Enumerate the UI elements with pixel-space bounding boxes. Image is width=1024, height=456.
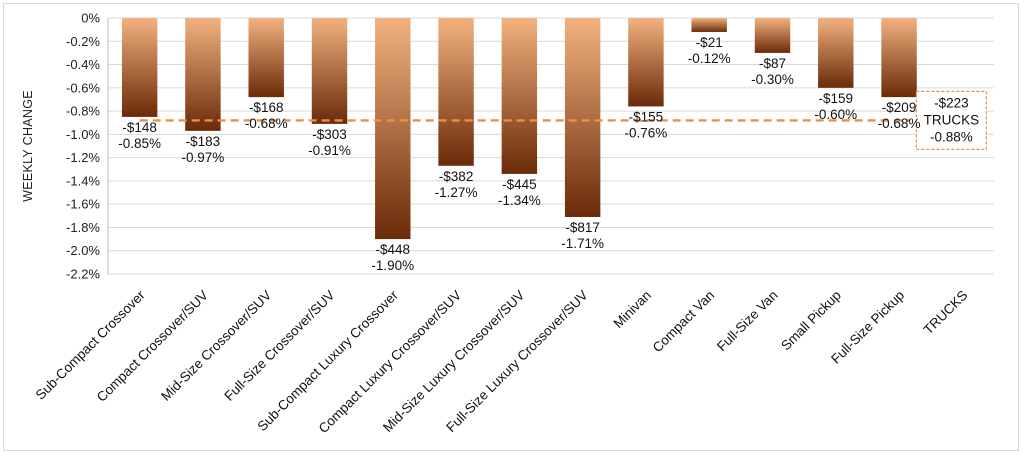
y-tick-label: -1.0% — [66, 127, 100, 142]
y-axis-ticks: 0% -0.2% -0.4% -0.6% -0.8% -1.0% -1.2% -1.4% -1.… — [66, 11, 100, 282]
bars — [121, 18, 917, 240]
data-label-dollar: -$148 — [122, 120, 157, 135]
data-label-dollar: -$87 — [759, 56, 786, 71]
data-label-percent: -1.34% — [498, 193, 541, 208]
data-label-percent: -0.12% — [688, 51, 731, 66]
y-tick-label: -2.2% — [66, 267, 100, 282]
reference-name-label: TRUCKS — [924, 112, 980, 127]
x-category-label: Minivan — [611, 288, 655, 332]
data-label-dollar: -$159 — [819, 91, 854, 106]
bar — [818, 18, 854, 88]
data-label-dollar: -$448 — [376, 242, 411, 257]
reference-dollar-label: -$223 — [934, 95, 969, 110]
y-tick-label: 0% — [81, 11, 100, 26]
y-tick-label: -0.4% — [66, 57, 100, 72]
y-tick-label: -2.0% — [66, 243, 100, 258]
y-tick-label: -1.6% — [66, 197, 100, 212]
data-label-percent: -1.90% — [371, 258, 414, 273]
y-tick-label: -0.6% — [66, 80, 100, 95]
x-category-label: Compact Van — [650, 288, 718, 356]
y-tick-label: -0.8% — [66, 104, 100, 119]
x-category-label: Full-Size Luxury Crossover/SUV — [443, 288, 590, 435]
bar — [881, 18, 917, 98]
x-category-label: Sub-Compact Crossover — [33, 287, 148, 402]
data-label-percent: -0.68% — [878, 116, 921, 131]
y-tick-label: -1.8% — [66, 220, 100, 235]
x-category-label: Full-Size Crossover/SUV — [221, 288, 337, 404]
data-label-percent: -0.68% — [245, 116, 288, 131]
data-label-percent: -0.91% — [308, 143, 351, 158]
data-label-percent: -1.71% — [561, 236, 604, 251]
bar — [248, 18, 284, 98]
bar — [375, 18, 411, 240]
data-label-dollar: -$183 — [186, 134, 221, 149]
data-label-percent: -0.30% — [751, 72, 794, 87]
data-label-dollar: -$209 — [882, 100, 917, 115]
data-label-percent: -0.97% — [182, 150, 225, 165]
bar — [754, 18, 791, 53]
y-tick-label: -1.4% — [66, 173, 100, 188]
data-label-percent: -0.76% — [625, 125, 668, 140]
bar — [438, 18, 474, 166]
bar — [564, 18, 601, 217]
bar — [311, 18, 348, 124]
x-category-label: TRUCKS — [921, 288, 971, 338]
x-category-label: Small Pickup — [778, 288, 844, 354]
bar — [691, 18, 727, 32]
reference-line-group: -$223 TRUCKS -0.88% — [139, 90, 987, 151]
data-label-percent: -1.27% — [435, 185, 478, 200]
weekly-change-chart: 0% -0.2% -0.4% -0.6% -0.8% -1.0% -1.2% -1.4% -1.… — [21, 11, 994, 436]
bar — [121, 18, 158, 117]
data-labels: -$148-0.85% -$183-0.97%-$168-0.68%-$303-0… — [118, 35, 920, 273]
reference-percent-label: -0.88% — [930, 129, 973, 144]
x-category-label: Full-Size Van — [714, 288, 781, 355]
data-label-dollar: -$382 — [439, 169, 474, 184]
x-category-label: Mid-Size Crossover/SUV — [158, 288, 274, 404]
data-label-dollar: -$303 — [312, 127, 347, 142]
data-label-dollar: -$21 — [696, 35, 723, 50]
bar — [628, 18, 664, 107]
data-label-percent: -0.60% — [814, 107, 857, 122]
bar — [501, 18, 538, 174]
data-label-dollar: -$445 — [502, 177, 537, 192]
gridlines — [107, 17, 994, 275]
y-axis-label: WEEKLY CHANGE — [21, 90, 35, 202]
y-tick-label: -0.2% — [66, 34, 100, 49]
data-label-dollar: -$168 — [249, 100, 284, 115]
y-tick-label: -1.2% — [66, 150, 100, 165]
x-category-label: Compact Crossover/SUV — [94, 288, 211, 405]
data-label-percent: -0.85% — [118, 136, 161, 151]
data-label-dollar: -$155 — [629, 109, 664, 124]
chart-frame: 0% -0.2% -0.4% -0.6% -0.8% -1.0% -1.2% -1.4% -1.… — [3, 3, 1019, 451]
reference-annotation-box — [915, 90, 987, 151]
data-label-dollar: -$817 — [565, 220, 600, 235]
bar — [185, 18, 221, 131]
